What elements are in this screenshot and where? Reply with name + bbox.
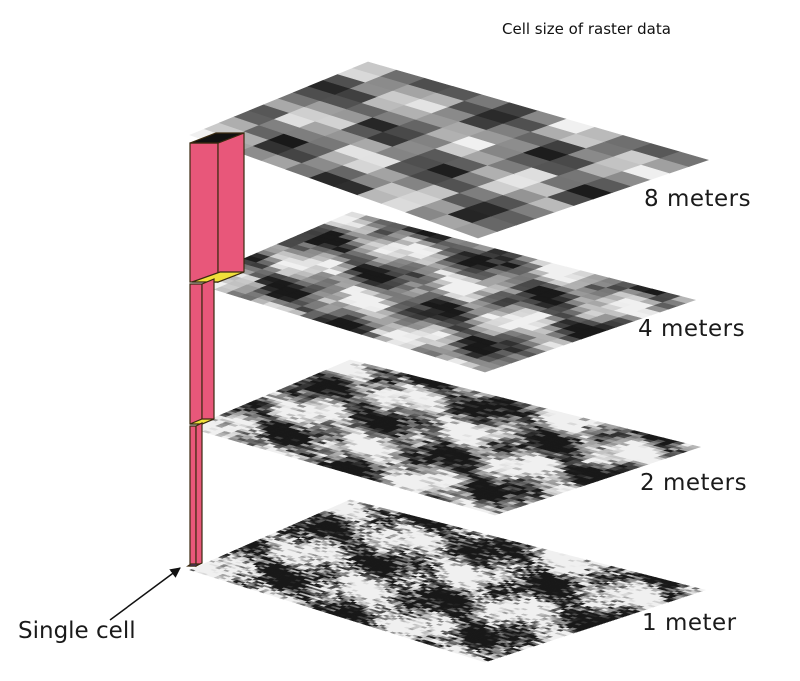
column-front-4m: [189, 283, 203, 425]
cell-top-2m: [189, 418, 215, 425]
raster-layer-2m: [189, 359, 702, 516]
column-side-4m: [201, 278, 215, 425]
single-cell-column: [186, 132, 245, 567]
layer-label-1m: 1 meter: [642, 610, 737, 636]
diagram-title: Cell size of raster data: [502, 20, 671, 38]
raster-layer-1m: [189, 499, 707, 663]
callout-arrow: [109, 567, 181, 621]
layer-label-4m: 4 meters: [638, 316, 746, 342]
column-front-8m: [189, 142, 219, 283]
single-cell: [186, 563, 201, 567]
column-front-2m: [189, 425, 197, 567]
layer-label-2m: 2 meters: [640, 470, 748, 496]
raster-layers: [189, 61, 710, 663]
column-side-2m: [195, 422, 203, 567]
raster-layer-8m: [189, 61, 710, 239]
column-side-8m: [217, 132, 245, 283]
column-top-8m: [189, 132, 245, 144]
single-cell-label: Single cell: [18, 618, 136, 644]
raster-layer-4m: [189, 211, 697, 373]
layer-label-8m: 8 meters: [644, 186, 752, 212]
